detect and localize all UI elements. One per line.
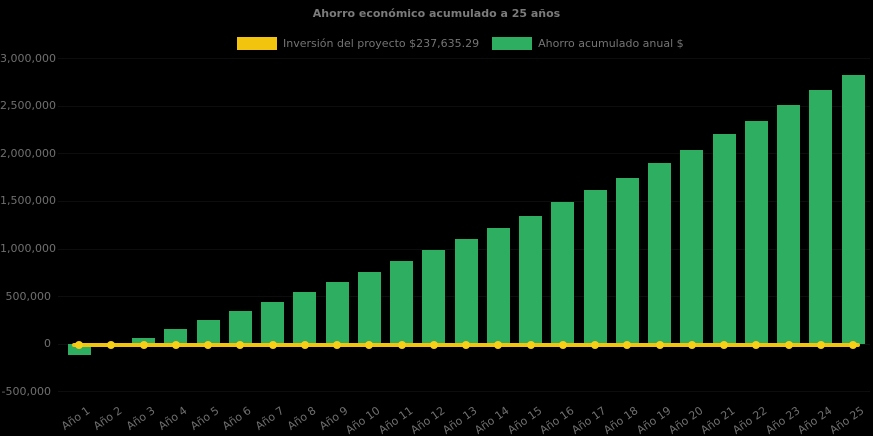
x-axis-label: Año 21 [698,404,738,436]
investment-line-marker [107,340,116,349]
bar-año-8 [293,292,317,345]
legend-item-investment: Inversión del proyecto $237,635.29 [237,37,479,50]
savings-legend-label: Ahorro acumulado anual $ [538,37,684,50]
bar-año-10 [357,272,381,345]
x-axis-label: Año 18 [601,404,641,436]
x-axis-label: Año 14 [472,404,512,436]
x-axis-label: Año 13 [440,404,480,436]
y-axis-label: 1,000,000 [0,242,56,256]
investment-line-marker [300,340,309,349]
x-axis-label: Año 1 [59,404,93,433]
bar-año-15 [519,215,542,345]
legend: Inversión del proyecto $237,635.29 Ahorr… [237,37,684,50]
bar-año-24 [809,90,833,345]
investment-line-marker [494,340,503,349]
bar-año-11 [390,261,413,345]
bar-año-22 [744,121,768,345]
investment-line-marker [397,340,406,349]
y-axis-label: 0 [44,337,51,351]
investment-line-marker [139,340,148,349]
bar-año-17 [583,190,607,345]
x-axis-label: Año 4 [155,404,190,433]
legend-item-savings: Ahorro acumulado anual $ [492,37,684,50]
investment-line-marker [784,340,793,349]
x-axis-label: Año 2 [91,404,125,433]
x-axis-label: Año 3 [123,404,157,433]
investment-line-marker [204,340,212,349]
x-axis-label: Año 22 [730,404,770,436]
x-axis-label: Año 7 [252,404,286,433]
investment-legend-swatch [237,37,277,50]
x-axis-label: Año 23 [762,404,802,436]
x-axis-label: Año 6 [220,404,254,433]
y-axis-label: 2,000,000 [0,146,56,160]
investment-line-marker [720,340,728,349]
bar-año-18 [615,177,639,345]
bar-año-7 [261,301,284,345]
x-axis-label: Año 15 [504,404,544,436]
investment-line-marker [623,340,632,349]
bar-año-12 [422,250,446,345]
investment-line-marker [655,340,664,349]
investment-line-marker [687,340,696,349]
investment-line-marker [591,340,599,349]
investment-line-marker [75,340,83,349]
investment-line-marker [849,340,857,349]
y-axis-label: 2,500,000 [0,99,56,113]
investment-line-marker [462,340,470,349]
y-gridline [58,58,870,60]
y-gridline [58,391,870,393]
chart-title: Ahorro económico acumulado a 25 años [312,7,561,20]
bar-año-5 [196,319,220,345]
y-gridline [58,153,870,155]
bar-año-16 [551,201,575,345]
investment-line-marker [816,340,825,349]
investment-line-marker [268,340,277,349]
x-axis-label: Año 24 [795,404,835,436]
investment-line-marker [333,340,341,349]
bar-año-1 [67,344,91,356]
investment-legend-label: Inversión del proyecto $237,635.29 [283,37,480,50]
x-axis-label: Año 16 [537,404,577,436]
bar-año-19 [648,162,671,345]
investment-line-marker [171,340,180,349]
x-axis-label: Año 19 [633,404,673,436]
y-axis-label: 3,000,000 [0,51,56,65]
x-axis-label: Año 25 [827,404,867,436]
investment-line-marker [429,340,438,349]
x-axis-label: Año 5 [188,404,222,433]
bar-año-23 [777,105,800,345]
x-axis-label: Año 12 [408,404,448,436]
x-axis-label: Año 10 [343,404,383,436]
y-axis-label: -500,000 [1,384,51,398]
bar-año-25 [841,74,865,345]
investment-line-marker [752,340,761,349]
bar-año-13 [454,239,478,345]
x-axis-label: Año 11 [375,404,415,436]
y-gridline [58,200,870,202]
bar-año-4 [164,329,188,345]
y-axis-label: 500,000 [5,289,52,303]
investment-line-marker [526,340,535,349]
bar-año-14 [486,227,510,345]
bar-año-9 [325,282,349,345]
bar-año-20 [680,149,704,345]
bar-año-6 [228,310,252,345]
y-gridline [58,105,870,107]
y-axis-label: 1,500,000 [0,194,56,208]
investment-line-marker [365,340,374,349]
investment-line-marker [558,340,567,349]
x-axis-label: Año 17 [569,404,609,436]
x-axis-label: Año 20 [666,404,706,436]
x-axis-label: Año 8 [284,404,319,433]
bar-año-21 [712,134,736,345]
savings-legend-swatch [492,37,533,50]
investment-line-marker [236,340,245,349]
